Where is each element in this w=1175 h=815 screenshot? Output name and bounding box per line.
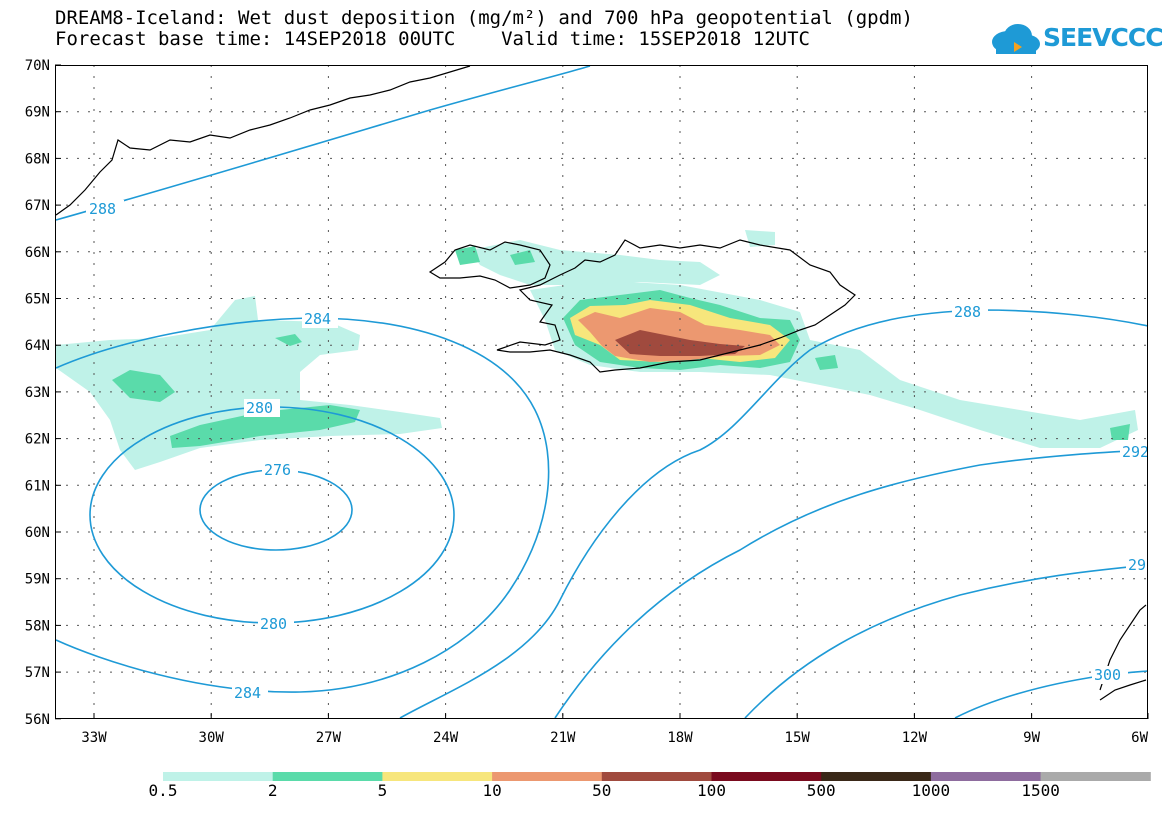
lat-label: 68N bbox=[25, 151, 50, 167]
contour-300 bbox=[954, 670, 1149, 719]
seevccc-logo: SEEVCCC bbox=[988, 20, 1164, 58]
legend-swatch bbox=[821, 772, 932, 781]
coastline-faroe-scotland bbox=[1099, 604, 1147, 701]
lon-label: 15W bbox=[785, 730, 811, 746]
lat-label: 61N bbox=[25, 478, 50, 494]
contour-label: 288 bbox=[89, 200, 116, 218]
dust-area-2-band bbox=[170, 405, 360, 448]
map-axes: 33W 30W 27W 24W 21W 18W 15W 12W 9W 6W 70N 69N 68N 67N… bbox=[25, 58, 1149, 746]
dust-area-2-se bbox=[815, 355, 838, 370]
legend-swatch bbox=[711, 772, 822, 781]
legend-label: 50 bbox=[592, 781, 612, 800]
dust-area-2-nw bbox=[455, 246, 480, 265]
legend-label: 1500 bbox=[1021, 781, 1060, 800]
coastline-iceland bbox=[496, 239, 856, 373]
lat-label: 58N bbox=[25, 618, 50, 634]
dust-area-2-small bbox=[275, 334, 302, 346]
legend-swatch bbox=[1040, 772, 1151, 781]
legend-swatch bbox=[601, 772, 712, 781]
cloud-icon bbox=[992, 24, 1040, 54]
legend-swatch bbox=[382, 772, 493, 781]
lat-label: 69N bbox=[25, 105, 50, 121]
map-title: DREAM8-Iceland: Wet dust deposition (mg/… bbox=[55, 7, 913, 29]
lon-label: 21W bbox=[550, 730, 576, 746]
lat-label: 70N bbox=[25, 58, 50, 74]
contour-label: 280 bbox=[246, 399, 273, 417]
legend-label: 100 bbox=[697, 781, 726, 800]
legend-swatch bbox=[163, 772, 274, 781]
contour-label: 276 bbox=[264, 461, 291, 479]
contour-label: 284 bbox=[234, 684, 261, 702]
contour-284-south bbox=[399, 309, 1149, 719]
dust-area-50 bbox=[615, 330, 745, 356]
lon-label: 6W bbox=[1131, 730, 1148, 746]
dust-area-2-far-east bbox=[1110, 424, 1130, 440]
dust-area-2-west bbox=[112, 370, 175, 402]
contour-label: 300 bbox=[1094, 666, 1121, 684]
lat-label: 56N bbox=[25, 712, 50, 728]
lat-label: 63N bbox=[25, 385, 50, 401]
logo-text: SEEVCCC bbox=[1043, 23, 1164, 52]
lat-label: 57N bbox=[25, 665, 50, 681]
coastline-westfjords bbox=[428, 241, 551, 289]
contour-label: 284 bbox=[304, 310, 331, 328]
contour-label: 29 bbox=[1128, 556, 1146, 574]
legend-swatch bbox=[272, 772, 383, 781]
lat-label: 60N bbox=[25, 525, 50, 541]
lat-label: 59N bbox=[25, 572, 50, 588]
map-frame bbox=[55, 65, 1148, 719]
contour-label: 280 bbox=[260, 615, 287, 633]
contour-labels: 288 284 280 276 280 284 288 292 29 300 bbox=[86, 200, 1149, 702]
dust-area-west bbox=[56, 296, 442, 470]
contour-label: 292 bbox=[1122, 443, 1149, 461]
legend-label: 1000 bbox=[911, 781, 951, 800]
legend-label: 10 bbox=[482, 781, 502, 800]
coastline-greenland bbox=[55, 65, 471, 216]
dust-area-north bbox=[470, 240, 720, 285]
lon-label: 12W bbox=[902, 730, 928, 746]
legend-label: 500 bbox=[806, 781, 836, 800]
contour-292 bbox=[744, 564, 1149, 719]
lat-label: 66N bbox=[25, 245, 50, 261]
map-subtitle: Forecast base time: 14SEP2018 00UTC Vali… bbox=[55, 28, 810, 50]
lon-label: 24W bbox=[433, 730, 459, 746]
legend-colorbar bbox=[163, 772, 1151, 781]
contour-label: 288 bbox=[954, 303, 981, 321]
legend-label: 0.5 bbox=[148, 781, 178, 800]
legend-swatch bbox=[930, 772, 1042, 781]
dust-field bbox=[56, 230, 1138, 470]
contour-288-north bbox=[55, 65, 591, 221]
lat-label: 64N bbox=[25, 338, 50, 354]
lon-label: 27W bbox=[316, 730, 342, 746]
lat-label: 65N bbox=[25, 292, 50, 308]
lon-label: 9W bbox=[1023, 730, 1040, 746]
coastlines bbox=[55, 65, 1147, 701]
lon-label: 30W bbox=[199, 730, 225, 746]
lat-label: 62N bbox=[25, 432, 50, 448]
contour-288-mid bbox=[554, 449, 1149, 719]
lon-label: 33W bbox=[81, 730, 107, 746]
legend-label: 2 bbox=[267, 781, 278, 800]
lon-label: 18W bbox=[667, 730, 693, 746]
dust-area-2-ne bbox=[510, 250, 535, 265]
legend-swatch bbox=[492, 772, 603, 781]
legend-label: 5 bbox=[377, 781, 388, 800]
lat-label: 67N bbox=[25, 198, 50, 214]
